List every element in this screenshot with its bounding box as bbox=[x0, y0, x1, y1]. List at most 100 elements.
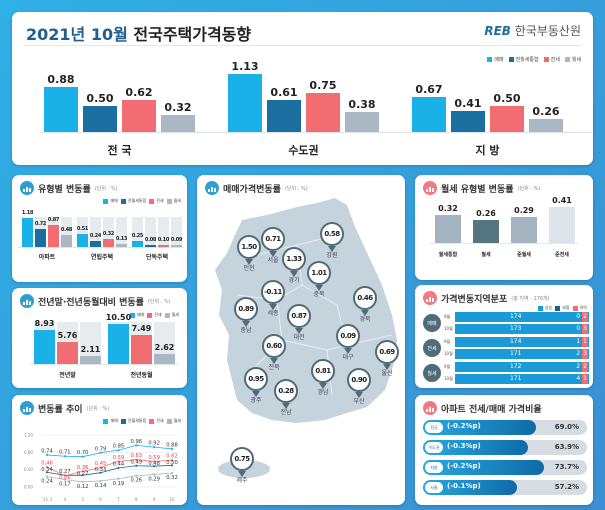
point bbox=[117, 466, 120, 470]
point bbox=[81, 474, 84, 477]
bar-track bbox=[154, 322, 175, 364]
chart-icon bbox=[423, 401, 437, 415]
data-label: 0.88 bbox=[166, 442, 178, 448]
map-pin-부산[interactable]: 0.90 bbox=[347, 368, 371, 398]
value-label: 7.49 bbox=[131, 324, 152, 334]
legend-item: 월세 bbox=[166, 418, 181, 424]
legend-item: 전세 bbox=[149, 198, 164, 204]
value-label: 0.10 bbox=[157, 236, 170, 243]
title-text: 전년말·전년동월대비 변동률 bbox=[38, 297, 144, 308]
panel-title: 유형별 변동률 (단위 : %) bbox=[20, 181, 118, 195]
value-label: 0.13 bbox=[115, 235, 128, 242]
legend-swatch bbox=[164, 312, 170, 318]
legend-swatch bbox=[120, 198, 126, 204]
type-change-panel: 유형별 변동률 (단위 : %) 매매 전월세통합 전세 월세 1.18 0.72 0.87… bbox=[12, 175, 187, 282]
unit-text: (단위 : %) bbox=[86, 405, 110, 412]
value-label: 0.41 bbox=[552, 195, 572, 205]
point bbox=[170, 447, 174, 450]
legend-label: 월세 bbox=[173, 418, 181, 423]
region-badge: 수도권 bbox=[425, 442, 443, 453]
bar-월세 bbox=[345, 112, 379, 132]
bar-전세 bbox=[158, 244, 169, 247]
value-label: 0.32 bbox=[164, 101, 192, 115]
chart-icon bbox=[20, 181, 34, 195]
point bbox=[153, 473, 156, 476]
map-pin-세종[interactable]: -0.11 bbox=[261, 280, 285, 310]
map-pin-울산[interactable]: 0.69 bbox=[375, 340, 399, 370]
map-pin-강원[interactable]: 0.58 bbox=[320, 222, 344, 252]
bar-전세 bbox=[122, 99, 156, 132]
map-pin-충북[interactable]: 1.01 bbox=[307, 261, 331, 291]
map-pin-대구[interactable]: 0.09 bbox=[336, 324, 360, 354]
baseline bbox=[429, 243, 579, 244]
month-label: 10월 bbox=[444, 351, 453, 356]
region-label: 전북 bbox=[268, 364, 280, 371]
x-tick-label: 10 bbox=[169, 497, 175, 502]
legend-swatch bbox=[572, 305, 578, 311]
chart-icon bbox=[20, 401, 34, 415]
ratio-track: 수도권 (-0.3%p) 63.9% bbox=[423, 440, 587, 455]
map-pin-광주[interactable]: 0.95 bbox=[244, 367, 268, 397]
flat-count: 1 bbox=[576, 338, 581, 345]
point bbox=[170, 459, 174, 462]
y-tick-label: 1.20 bbox=[24, 433, 33, 438]
type-chart: 1.18 0.72 0.87 0.48 아파트 0.51 0.24 0.32 0.13 연립주택 0… bbox=[12, 183, 187, 282]
up-segment: 173 bbox=[509, 325, 522, 332]
data-label: 0.85 bbox=[113, 444, 125, 450]
map-pin-인천[interactable]: 1.50 bbox=[237, 235, 261, 265]
legend-item: 상승 bbox=[537, 305, 552, 311]
map-pin-경북[interactable]: 0.46 bbox=[353, 286, 377, 316]
category-label: 준전세 bbox=[555, 252, 569, 258]
ratio-change: (-0.1%p) bbox=[447, 482, 481, 490]
legend-swatch bbox=[166, 418, 172, 424]
map-pin-충남[interactable]: 0.89 bbox=[234, 297, 258, 327]
point bbox=[170, 472, 174, 475]
map-pin-경남[interactable]: 0.81 bbox=[311, 359, 335, 389]
flat-count: 4 bbox=[576, 375, 581, 382]
map-pin-전북[interactable]: 0.60 bbox=[262, 334, 286, 364]
region-label: 서울 bbox=[267, 257, 279, 264]
map-pin-서울[interactable]: 0.71 bbox=[261, 227, 285, 257]
map-pin-전남[interactable]: 0.28 bbox=[274, 379, 298, 409]
data-label: 0.36 bbox=[77, 465, 89, 471]
data-label: 0.32 bbox=[166, 475, 178, 481]
legend-item: 하락 bbox=[572, 305, 587, 311]
line-매매 bbox=[46, 444, 173, 458]
map-pin-대전[interactable]: 0.87 bbox=[287, 304, 311, 334]
ratio-value: 73.7% bbox=[554, 463, 579, 471]
category-label: 준월세 bbox=[517, 252, 531, 258]
summary-chart: 0.88 0.50 0.62 0.32 전 국 1.13 0.61 0.75 0.38 수도권 0.… bbox=[12, 12, 593, 165]
legend-swatch bbox=[564, 57, 570, 62]
bar-월세 bbox=[473, 219, 499, 243]
value-label: 2.11 bbox=[80, 344, 101, 354]
y-tick-label: 0.80 bbox=[24, 450, 33, 455]
value-label: 0.41 bbox=[454, 96, 482, 110]
data-label: 0.12 bbox=[77, 484, 89, 490]
map-pin-경기[interactable]: 1.33 bbox=[282, 247, 306, 277]
data-label: 0.59 bbox=[148, 455, 160, 461]
bar-track bbox=[158, 217, 169, 247]
yoy-panel: 전년말·전년동월대비 변동률 (단위 : %) 매매 전세 월세 8.93 5.76 2.… bbox=[12, 288, 187, 388]
legend-item: 월세 bbox=[564, 56, 581, 63]
up-segment: 174 bbox=[509, 313, 522, 320]
data-label: 0.29 bbox=[148, 476, 160, 482]
point bbox=[63, 455, 66, 458]
point bbox=[117, 460, 120, 463]
region-label: 대전 bbox=[293, 334, 305, 341]
value-label: 0.61 bbox=[270, 86, 298, 100]
category-label: 아파트 bbox=[38, 254, 56, 261]
line-월세 bbox=[46, 472, 173, 483]
legend-item: 전월세통합 bbox=[120, 418, 146, 424]
data-label: 0.14 bbox=[95, 483, 107, 489]
unit-text: (단위 : %) bbox=[517, 185, 541, 192]
data-label: 0.24 bbox=[41, 479, 53, 485]
data-label: 0.63 bbox=[131, 453, 143, 459]
map-pin-제주[interactable]: 0.75 bbox=[230, 447, 254, 477]
point bbox=[135, 464, 138, 467]
point bbox=[45, 453, 49, 457]
data-label: 0.71 bbox=[59, 450, 71, 456]
bar-track bbox=[171, 217, 182, 247]
panel-title: 아파트 전세/매매 가격비율 bbox=[423, 401, 542, 415]
